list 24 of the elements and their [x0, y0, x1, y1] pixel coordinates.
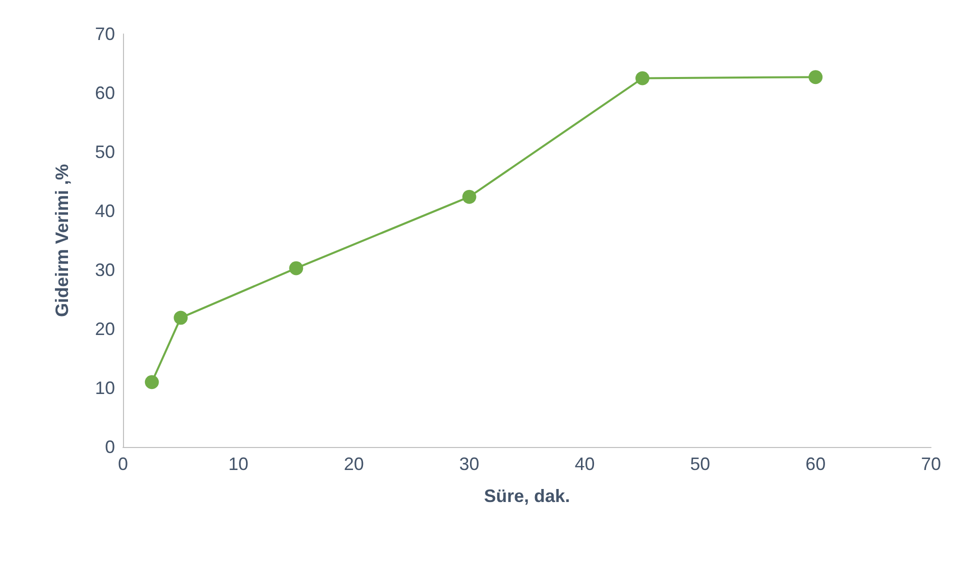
point: [289, 261, 304, 276]
y-tick-label: 70: [94, 24, 115, 44]
x-tick-label: 50: [690, 454, 710, 474]
point: [144, 375, 159, 390]
y-axis-title: Gideirm Verimi ,%: [52, 164, 72, 318]
x-tick-label: 30: [459, 454, 480, 474]
y-tick-label: 20: [94, 319, 115, 339]
x-tick-label: 70: [920, 454, 942, 474]
point: [808, 70, 823, 84]
y-tick-label: 50: [94, 142, 115, 162]
point: [462, 190, 476, 204]
y-tick-label: 10: [94, 378, 115, 398]
y-tick-label: 0: [104, 437, 115, 457]
x-tick-label: 60: [806, 454, 826, 474]
x-tick-label: 10: [228, 454, 248, 474]
x-axis-title: Süre, dak.: [484, 486, 570, 506]
point: [174, 310, 188, 325]
point: [635, 71, 650, 86]
x-tick-label: 0: [118, 454, 128, 474]
y-tick-label: 30: [94, 260, 115, 280]
y-tick-label: 40: [94, 201, 115, 221]
y-tick-label: 60: [94, 83, 115, 103]
x-tick-label: 20: [344, 454, 364, 474]
x-tick-label: 40: [574, 454, 595, 474]
